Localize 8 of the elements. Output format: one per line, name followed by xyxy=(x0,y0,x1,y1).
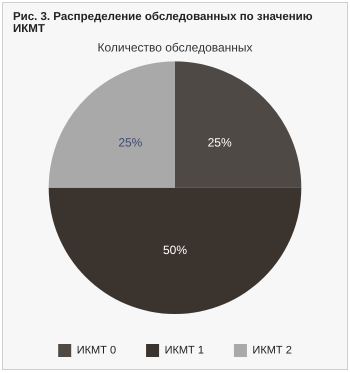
legend-label: ИКМТ 1 xyxy=(164,344,204,357)
data-label: 25% xyxy=(118,135,143,150)
data-label: 25% xyxy=(208,135,232,150)
legend-label: ИКМТ 0 xyxy=(76,344,116,357)
legend-label: ИКМТ 2 xyxy=(252,344,292,357)
chart-title: Рис. 3. Распределение обследованных по значению ИКМТ xyxy=(12,10,314,37)
data-label: 50% xyxy=(162,243,188,258)
chart-subtitle: Количество обследованных xyxy=(97,40,253,55)
